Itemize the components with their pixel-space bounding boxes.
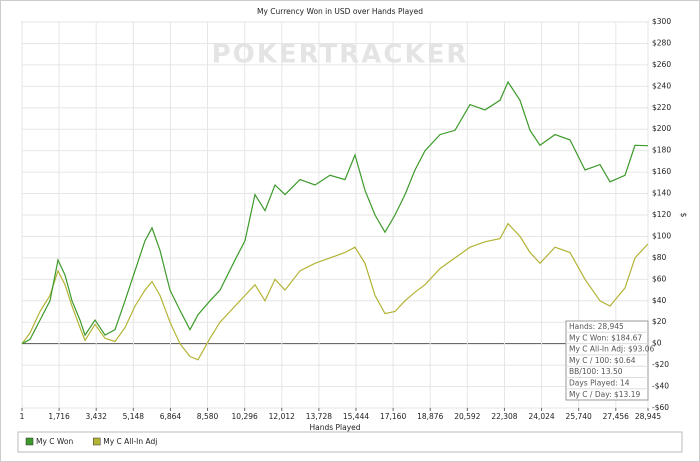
x-tick-label: 1,716 [48,412,70,421]
x-tick-label: 6,864 [160,412,182,421]
stats-line: My C / Day: $13.19 [569,390,640,399]
legend-label: My C Won [36,437,73,446]
series-line [21,80,649,345]
legend-swatch [25,437,34,446]
y-tick-label: $160 [652,167,671,176]
x-tick-label: 27,456 [603,412,629,421]
x-tick-label: 12,012 [269,412,295,421]
y-axis-label: $ [679,213,688,218]
x-tick-label: 20,592 [454,412,480,421]
x-tick-label: 17,160 [380,412,406,421]
x-tick-label: 8,580 [197,412,219,421]
y-tick-label: $300 [652,17,671,26]
y-tick-label: $140 [652,189,671,198]
legend-label: My C All-In Adj [103,437,157,446]
stats-line: My C All-In Adj: $93.06 [569,345,654,354]
stats-line: My C Won: $184.67 [569,333,642,342]
x-tick-label: 1 [20,412,25,421]
y-tick-label: $80 [652,253,667,262]
y-tick-label: $240 [652,81,671,90]
x-tick-label: 24,024 [528,412,554,421]
y-tick-label: $260 [652,60,671,69]
y-tick-label: $280 [652,38,671,47]
y-tick-label: -$40 [652,382,669,391]
y-tick-label: $120 [652,210,671,219]
watermark: POKERTRACKER [212,40,469,70]
y-tick-label: -$20 [652,360,669,369]
y-tick-label: $180 [652,146,671,155]
stats-line: My C / 100: $0.64 [569,356,636,365]
x-tick-label: 28,945 [635,412,661,421]
y-tick-label: $100 [652,231,671,240]
y-tick-label: $0 [652,339,662,348]
stats-line: Hands: 28,945 [569,322,624,331]
series-line [21,222,649,361]
stats-background [565,320,649,401]
x-tick-label: 15,444 [343,412,369,421]
y-tick-label: $200 [652,124,671,133]
x-axis-label: Hands Played [309,423,360,432]
legend [17,431,683,453]
stats-line: BB/100: 13.50 [569,367,623,376]
x-tick-label: 13,728 [306,412,332,421]
y-tick-label: $220 [652,103,671,112]
y-tick-label: $40 [652,296,667,305]
stats-line: Days Played: 14 [569,379,630,388]
y-tick-label: $20 [652,317,667,326]
chart-title: My Currency Won in USD over Hands Played [257,7,423,16]
x-tick-label: 3,432 [85,412,107,421]
x-tick-label: 25,740 [566,412,592,421]
x-tick-label: 18,876 [417,412,443,421]
y-tick-label: $60 [652,274,667,283]
x-tick-label: 5,148 [123,412,145,421]
stats-box: Hands: 28,945 My C Won: $184.67 My C All-I… [565,320,654,401]
x-tick-label: 10,296 [232,412,258,421]
x-tick-label: 22,308 [491,412,517,421]
y-tick-label: -$60 [652,403,669,412]
legend-swatch [92,437,101,446]
